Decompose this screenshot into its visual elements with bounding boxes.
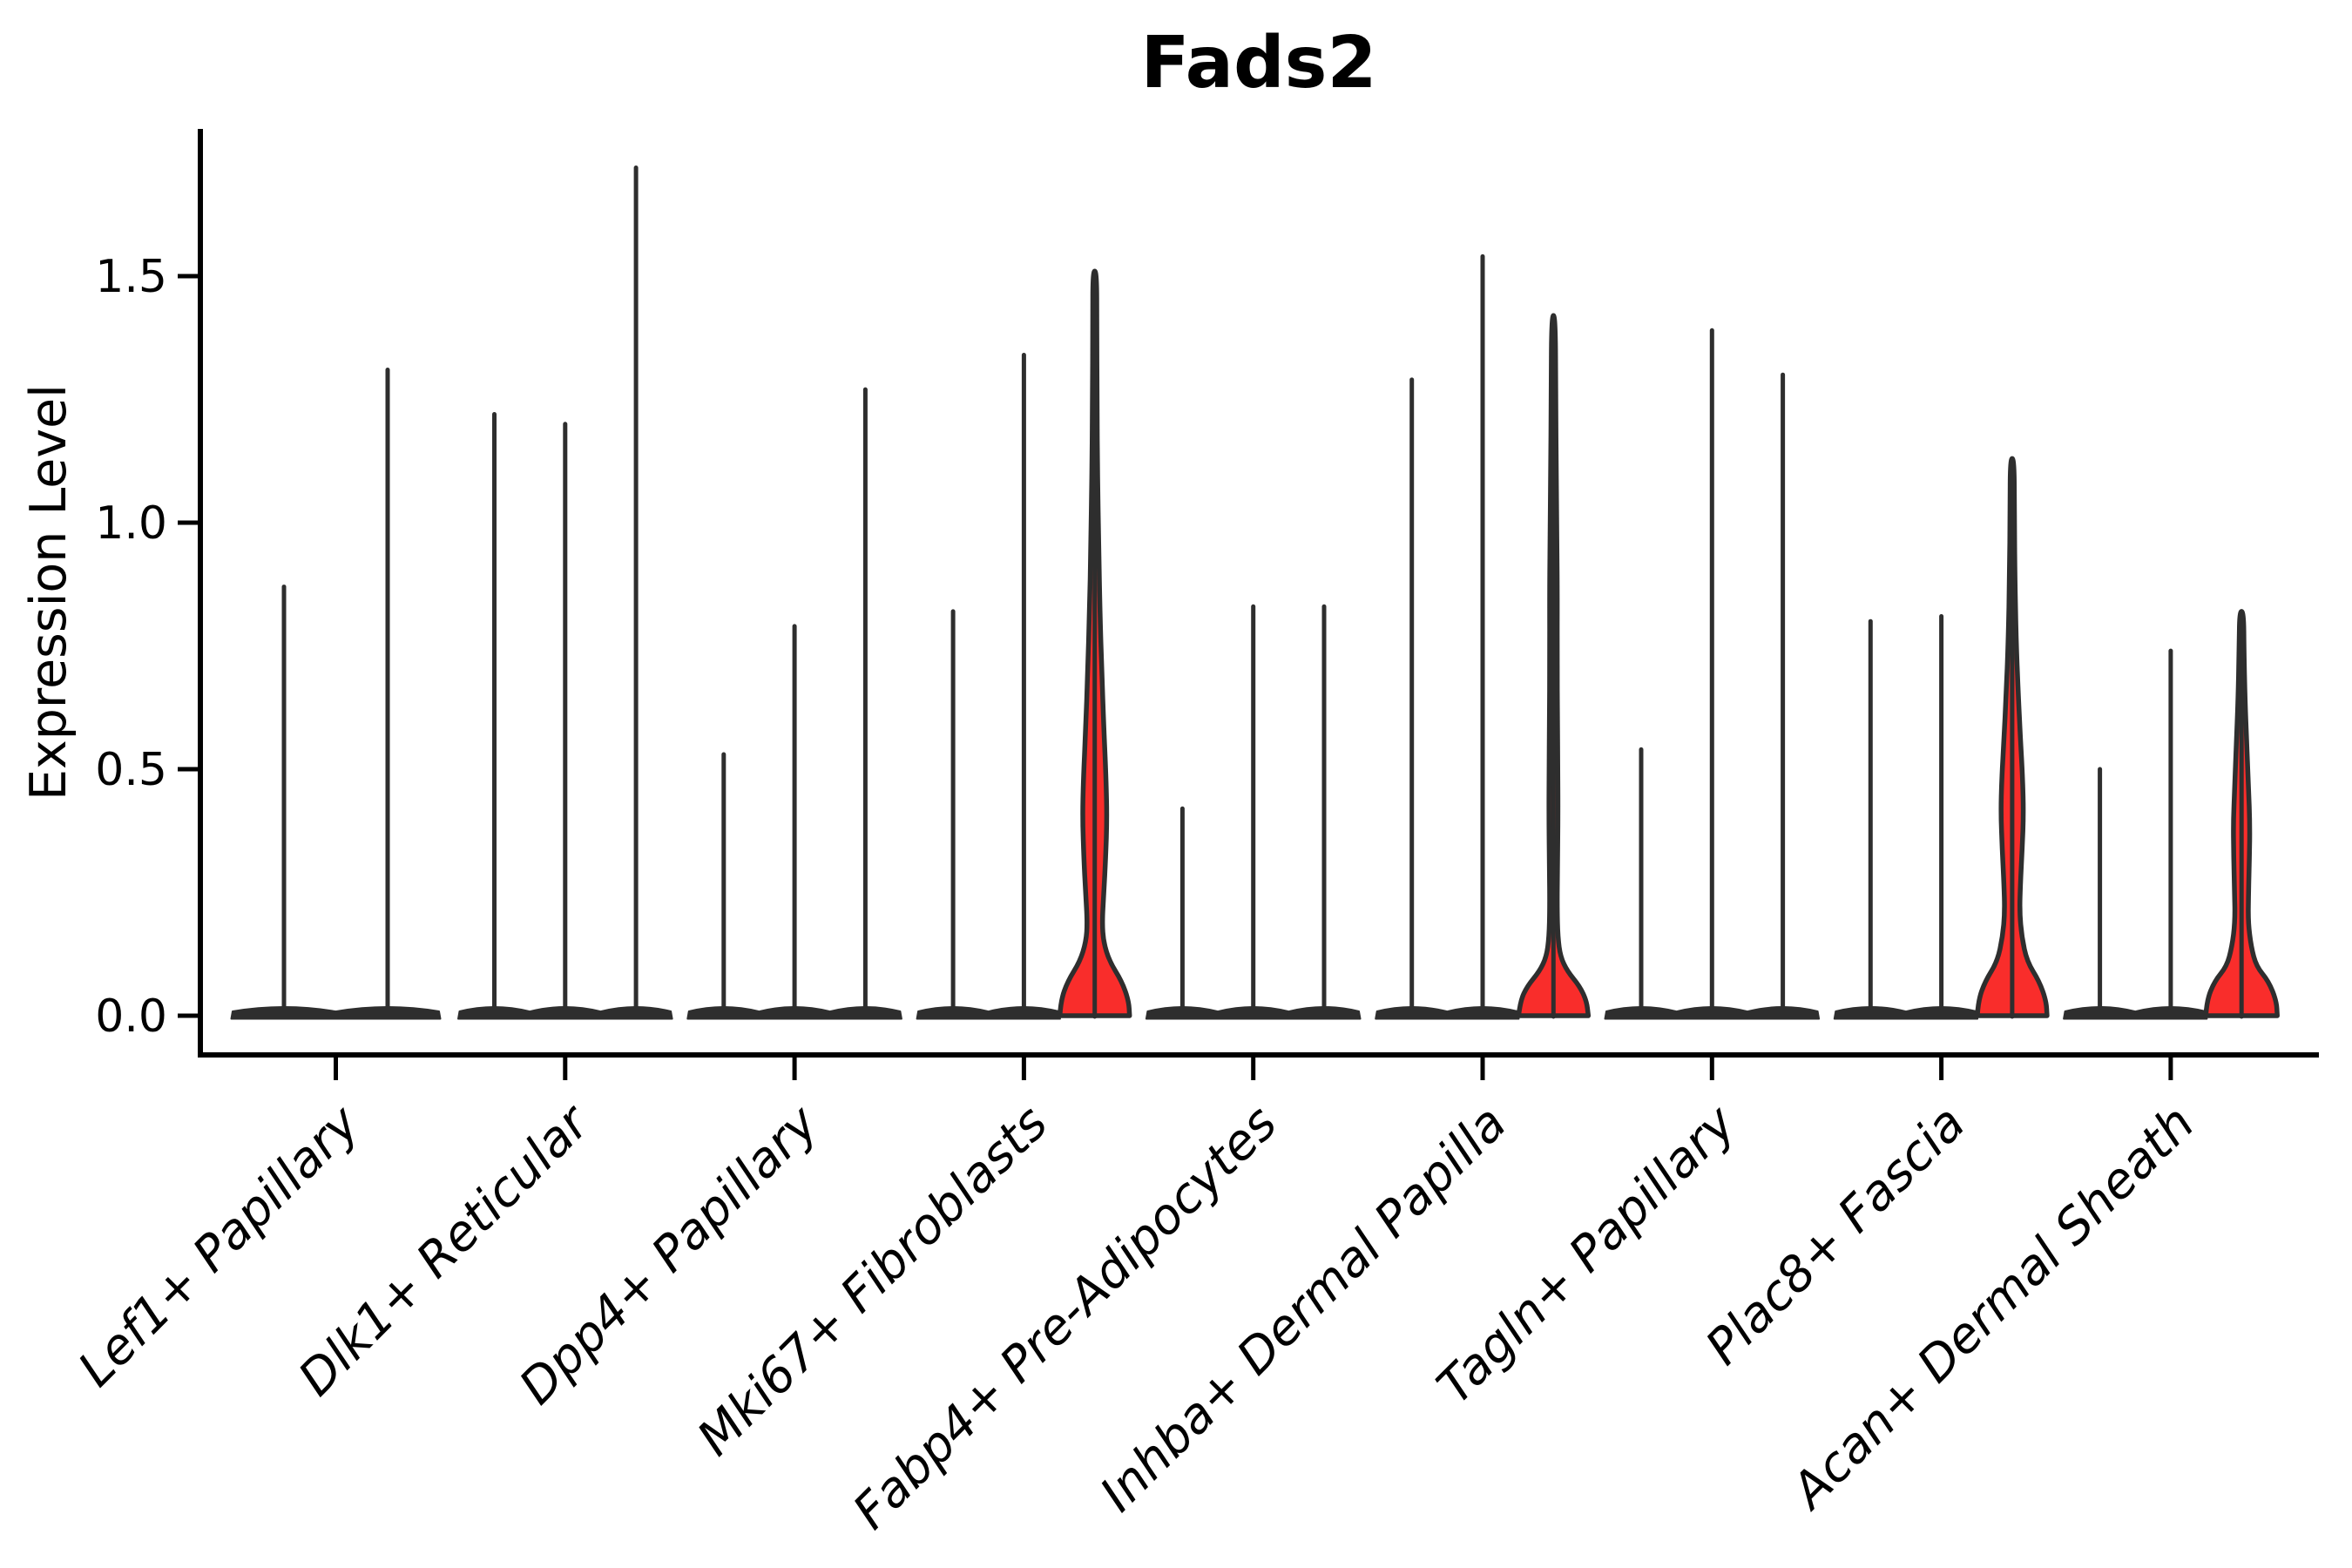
- violin-group-7: [1604, 328, 1821, 1020]
- violins-layer: [230, 165, 2280, 1020]
- y-tick-label: 1.0: [95, 497, 167, 550]
- violin-group-3: [686, 387, 902, 1020]
- violin-group-6: [1375, 253, 1592, 1020]
- x-tick-label: Fabp4+ Pre-Adipocytes: [842, 1095, 1288, 1540]
- chart-title: Fads2: [1140, 22, 1376, 105]
- violin-group-5: [1145, 604, 1362, 1020]
- violin-group-4: [916, 268, 1132, 1020]
- y-tick-label: 0.0: [95, 990, 167, 1043]
- violin-group-8: [1833, 456, 2050, 1020]
- x-tick-label: Inhba+ Dermal Papilla: [1090, 1095, 1517, 1523]
- x-tick-label: Acan+ Dermal Sheath: [1780, 1095, 2206, 1521]
- violin-group-9: [2063, 609, 2280, 1020]
- violin-group-1: [230, 368, 442, 1020]
- y-tick-label: 0.5: [95, 744, 167, 796]
- violin-group-2: [457, 165, 673, 1020]
- y-tick-label: 1.5: [95, 251, 167, 303]
- y-axis-label: Expression Level: [20, 384, 78, 801]
